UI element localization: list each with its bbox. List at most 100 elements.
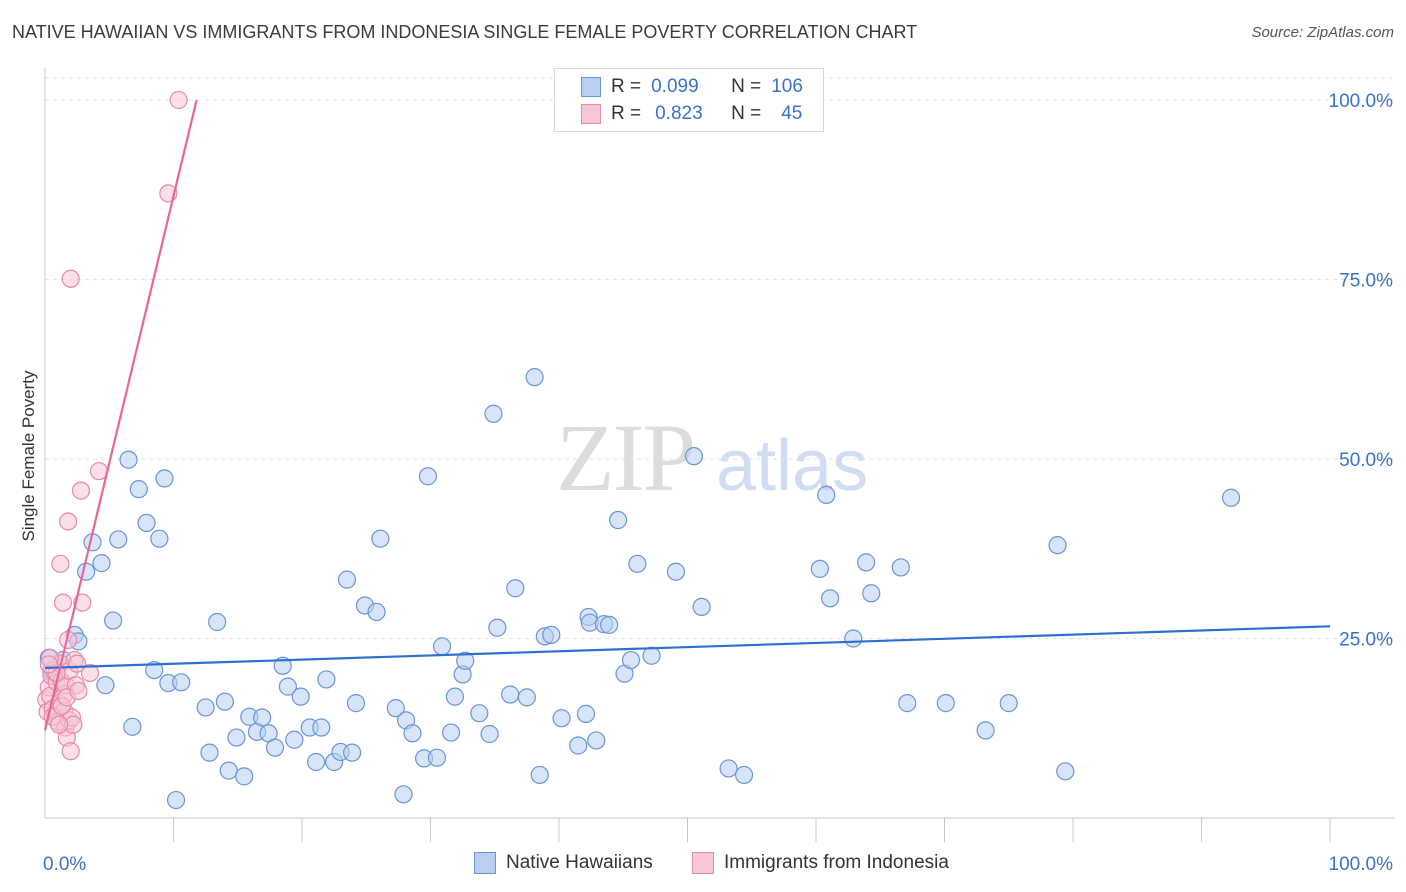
native-hawaiian-point [470, 704, 489, 723]
native-hawaiian-point [155, 469, 174, 488]
native-hawaiian-point [1048, 536, 1067, 555]
native-hawaiian-point [891, 558, 910, 577]
native-hawaiian-point [445, 687, 465, 706]
legend-r-value: 0.823 [655, 103, 703, 124]
native-hawaiian-point [552, 709, 571, 728]
native-hawaiian-point [1056, 762, 1075, 781]
native-hawaiian-point [208, 612, 227, 632]
native-hawaiian-point [394, 785, 413, 804]
native-hawaiian-point [441, 723, 461, 742]
legend-row-immigrants-indonesia: R = 0.823 N = 45 [581, 101, 802, 127]
tick-labels: 25.0% 50.0% 75.0% 100.0% 0.0% 100.0% [43, 91, 1393, 875]
watermark-atlas: atlas [716, 426, 868, 506]
chart-source: Source: ZipAtlas.com [1251, 24, 1394, 41]
native-hawaiian-point [844, 629, 863, 648]
native-hawaiian-point [104, 611, 123, 630]
chart-title: NATIVE HAWAIIAN VS IMMIGRANTS FROM INDON… [12, 22, 918, 42]
y-tick-label: 50.0% [1339, 450, 1393, 471]
y-tick-label: 75.0% [1339, 271, 1393, 292]
native-hawaiian-point [642, 646, 661, 665]
native-hawaiian-point [484, 404, 503, 423]
native-hawaiian-point [403, 724, 422, 743]
native-hawaiian-point [215, 692, 234, 711]
native-hawaiian-point [172, 673, 191, 692]
native-hawaiian-point [317, 670, 336, 689]
native-hawaiian-point [621, 650, 641, 670]
legend-r-value: 0.099 [651, 76, 699, 97]
native-hawaiian-point [219, 761, 238, 780]
native-hawaiian-point [432, 637, 452, 656]
trend-line-immigrants-indonesia [43, 99, 198, 731]
native-hawaiian-point [371, 529, 390, 548]
native-hawaiian-point [817, 485, 836, 504]
native-hawaiian-point [976, 721, 995, 740]
native-hawaiian-point [506, 579, 525, 598]
indonesia-immigrant-point [50, 715, 69, 734]
native-hawaiian-point [119, 450, 138, 469]
native-hawaiian-point [898, 694, 917, 713]
native-hawaiian-point [628, 554, 647, 573]
legend-n-label: N = [731, 103, 762, 124]
indonesia-immigrant-point [169, 90, 188, 110]
native-hawaiian-point [999, 694, 1018, 713]
native-hawaiian-point [337, 570, 357, 589]
native-hawaiian-point [291, 687, 310, 706]
native-hawaiian-point [273, 656, 292, 675]
native-hawaiian-point [346, 694, 366, 713]
native-hawaiian-point [1221, 488, 1241, 507]
x-tick-label: 0.0% [43, 854, 86, 875]
axes [44, 68, 1395, 842]
native-hawaiian-point [96, 676, 115, 695]
grid-lines [45, 77, 1395, 639]
y-axis-label: Single Female Poverty [19, 370, 38, 542]
indonesia-immigrant-point [61, 742, 80, 761]
native-hawaiian-point [196, 698, 215, 717]
native-hawaiian-point [77, 562, 96, 581]
native-hawaiian-point [684, 447, 704, 466]
native-hawaiian-point [129, 480, 148, 499]
native-hawaiian-point [456, 651, 475, 670]
native-hawaiian-point [418, 467, 438, 486]
series-immigrants-from-indonesia [37, 90, 188, 761]
y-tick-label: 25.0% [1339, 630, 1393, 651]
x-tick-label: 100.0% [1329, 854, 1394, 875]
native-hawaiian-point [386, 699, 405, 718]
native-hawaiian-point [530, 765, 549, 785]
native-hawaiian-point [734, 765, 754, 785]
native-hawaiian-point [307, 752, 326, 772]
legend-swatch-blue [474, 852, 496, 874]
native-hawaiian-point [862, 584, 881, 603]
native-hawaiian-point [278, 677, 297, 696]
indonesia-immigrant-point [61, 269, 80, 288]
legend-label: Immigrants from Indonesia [724, 852, 949, 873]
correlation-legend: R = 0.099 N = 106 R = 0.823 N = 45 [554, 68, 824, 132]
native-hawaiian-point [145, 660, 164, 680]
legend-label: Native Hawaiians [506, 852, 653, 873]
indonesia-immigrant-point [59, 512, 78, 531]
trend-line-native-hawaiians [44, 625, 1331, 670]
native-hawaiian-point [576, 704, 596, 723]
native-hawaiian-point [488, 618, 507, 637]
native-hawaiian-point [92, 554, 111, 573]
native-hawaiian-point [265, 738, 285, 757]
native-hawaiian-point [480, 724, 499, 744]
native-hawaiian-point [427, 748, 447, 767]
native-hawaiian-point [367, 602, 386, 622]
native-hawaiian-point [821, 589, 840, 608]
native-hawaiian-point [517, 688, 536, 707]
indonesia-immigrant-point [39, 655, 58, 674]
native-hawaiian-point [200, 743, 219, 762]
y-tick-label: 100.0% [1329, 91, 1394, 112]
legend-item-immigrants-indonesia: Immigrants from Indonesia [692, 852, 949, 874]
legend-swatch-pink [581, 104, 601, 124]
indonesia-immigrant-point [80, 663, 100, 683]
native-hawaiian-point [609, 510, 628, 530]
native-hawaiian-point [525, 368, 544, 387]
indonesia-immigrant-point [53, 593, 73, 612]
native-hawaiian-point [501, 685, 520, 704]
native-hawaiian-point [150, 529, 169, 548]
watermark-zip: ZIP [556, 404, 694, 511]
native-hawaiian-point [810, 559, 829, 578]
native-hawaiian-point [936, 694, 955, 713]
